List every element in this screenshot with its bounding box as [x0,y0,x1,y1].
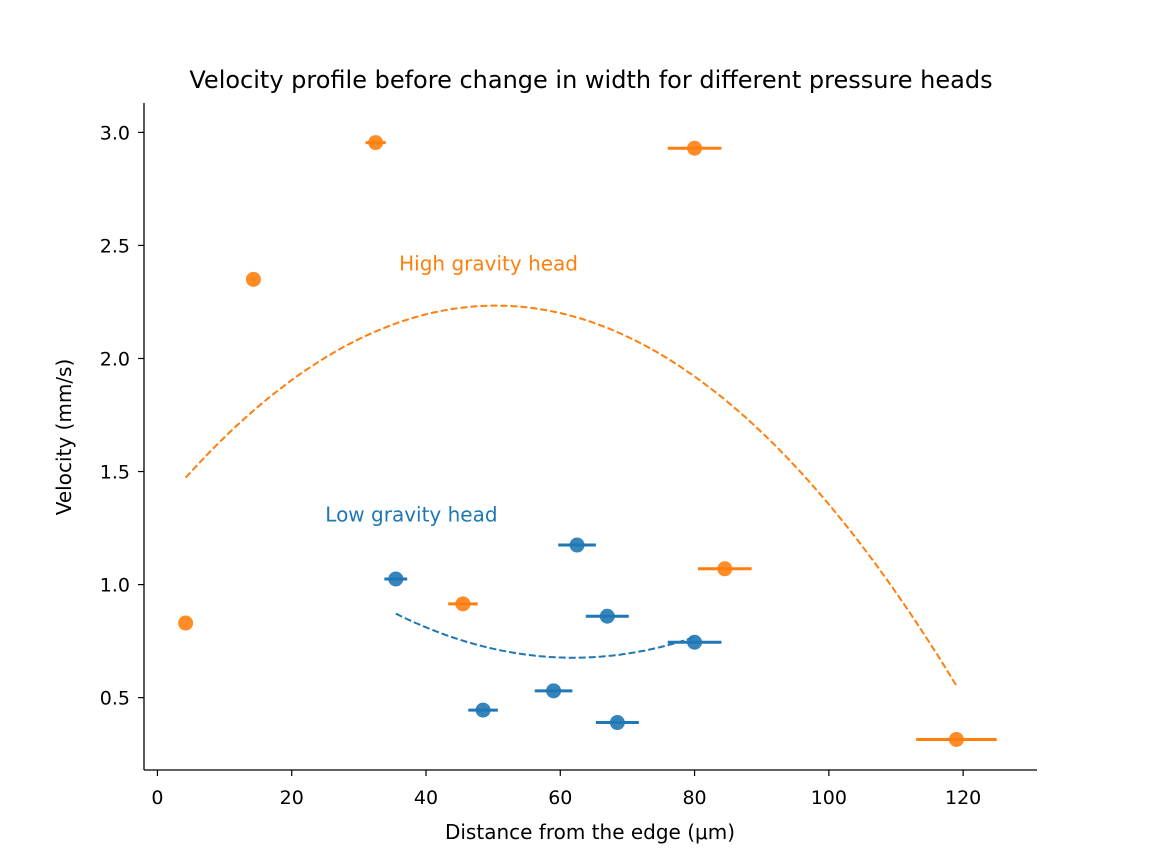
x-tick-label: 0 [151,787,163,809]
data-point [948,731,964,747]
series-1 [384,537,722,731]
data-point [245,271,261,287]
data-point [717,561,733,577]
annotation-label: Low gravity head [325,503,497,527]
y-tick-label: 1.5 [100,462,130,484]
data-point [368,135,384,151]
chart-title: Velocity profile before change in width … [189,66,992,94]
y-tick-label: 2.5 [100,235,130,257]
y-axis-ticks: 0.5 1.0 1.5 2.0 2.5 3.0 [100,122,144,710]
data-point [455,596,471,612]
y-tick-label: 0.5 [100,688,130,710]
series-0 [178,135,997,747]
y-axis-label: Velocity (mm/s) [52,359,76,516]
x-tick-label: 80 [682,787,706,809]
data-point [388,571,404,587]
x-tick-label: 100 [811,787,847,809]
x-tick-label: 60 [548,787,572,809]
data-point [546,683,562,699]
x-tick-label: 20 [280,787,304,809]
y-tick-label: 2.0 [100,348,130,370]
x-axis-ticks: 0 20 40 60 80 100 120 [151,770,981,809]
y-tick-label: 1.0 [100,575,130,597]
data-point [475,702,491,718]
x-axis-label: Distance from the edge (μm) [445,820,735,844]
x-tick-label: 120 [945,787,981,809]
data-point [687,140,703,156]
data-point [599,608,615,624]
x-tick-label: 40 [414,787,438,809]
data-point [178,615,194,631]
fit-curve [395,612,695,659]
data-point [609,715,625,731]
annotation-label: High gravity head [399,252,578,276]
data-point [569,537,585,553]
y-tick-label: 3.0 [100,122,130,144]
fit-curve [184,304,958,687]
data-point [687,634,703,650]
plot-area: High gravity head Low gravity head [178,135,997,747]
